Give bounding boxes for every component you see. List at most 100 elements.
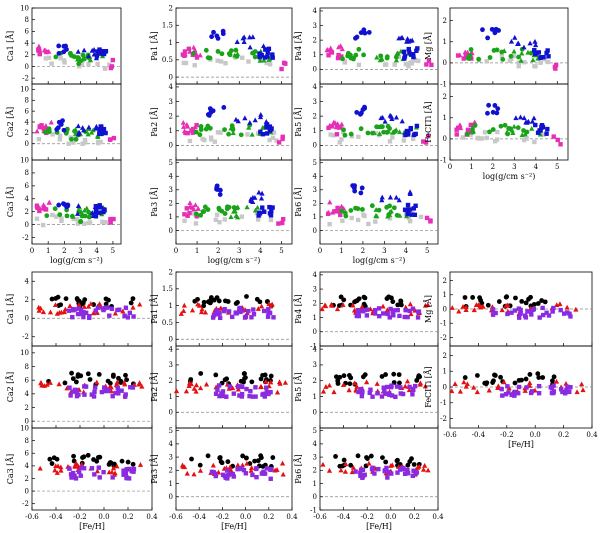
data-point xyxy=(386,469,391,475)
data-point xyxy=(90,127,96,133)
data-point xyxy=(203,47,209,53)
data-point xyxy=(349,215,354,221)
data-point xyxy=(131,314,136,319)
scatter-marks xyxy=(180,28,288,72)
data-point xyxy=(393,194,399,200)
data-point xyxy=(475,135,480,141)
data-point xyxy=(341,457,347,463)
data-point xyxy=(216,383,222,388)
data-point xyxy=(258,384,264,390)
data-point xyxy=(128,385,133,390)
data-point xyxy=(358,190,364,196)
x-tick-label: -0.2 xyxy=(360,513,374,521)
data-point xyxy=(342,210,348,216)
y-tick-label: 1 xyxy=(169,480,173,488)
data-point xyxy=(94,53,100,59)
x-tick-label: 2 xyxy=(361,247,365,255)
data-point xyxy=(75,211,81,216)
data-point xyxy=(509,127,515,133)
data-point xyxy=(350,183,356,189)
data-point xyxy=(274,389,281,395)
panel-t-ca1: -2 0 2 4 6 8 10 Ca1 [Å] xyxy=(6,4,122,85)
data-point xyxy=(532,63,537,69)
data-point xyxy=(279,460,286,466)
data-point xyxy=(267,124,273,129)
data-point xyxy=(462,295,468,300)
data-point xyxy=(206,113,212,118)
data-point xyxy=(257,210,262,215)
y-tick-label: 1 xyxy=(169,302,173,310)
panel-b-pa5: 0 1 2 3 4 Pa5 [Å] xyxy=(294,345,439,429)
data-point xyxy=(179,462,186,468)
scatter-marks xyxy=(180,105,285,145)
data-point xyxy=(122,394,128,399)
data-point xyxy=(192,202,199,208)
data-point xyxy=(527,380,533,386)
data-point xyxy=(395,470,400,475)
panel-frame xyxy=(319,7,439,85)
x-tick-label: -0.2 xyxy=(500,431,514,439)
data-point xyxy=(339,137,344,142)
data-point xyxy=(121,468,126,473)
data-point xyxy=(495,106,501,112)
data-point xyxy=(93,207,99,212)
data-point xyxy=(222,473,228,479)
data-point xyxy=(407,207,413,212)
data-point xyxy=(333,124,339,130)
data-point xyxy=(73,379,79,385)
data-point xyxy=(411,206,417,211)
panel-t-ca2: 0 2 4 6 8 10 Ca2 [Å] xyxy=(6,83,122,161)
data-point xyxy=(218,130,223,135)
data-point xyxy=(47,309,54,315)
data-point xyxy=(521,115,527,121)
x-tick-label: 3 xyxy=(237,247,241,255)
data-point xyxy=(393,127,399,132)
data-point xyxy=(73,476,79,481)
data-point xyxy=(350,464,357,470)
data-point xyxy=(387,139,393,144)
data-point xyxy=(130,296,136,302)
data-point xyxy=(224,376,230,382)
data-point xyxy=(359,386,364,392)
data-point xyxy=(397,380,402,386)
data-point xyxy=(422,462,428,468)
data-point xyxy=(103,130,108,136)
data-point xyxy=(105,305,110,310)
data-point xyxy=(97,127,102,132)
data-point xyxy=(116,388,121,393)
data-point xyxy=(515,125,521,131)
data-point xyxy=(198,212,204,218)
y-tick-label: 5 xyxy=(169,427,173,435)
data-point xyxy=(228,214,234,220)
data-point xyxy=(218,459,224,465)
data-point xyxy=(354,109,360,115)
data-point xyxy=(541,132,546,137)
data-point xyxy=(471,384,477,390)
y-tick-label: 8 xyxy=(25,97,29,105)
data-point xyxy=(381,385,386,390)
data-point xyxy=(328,132,333,137)
data-point xyxy=(424,215,430,221)
data-point xyxy=(283,61,288,66)
data-point xyxy=(541,54,546,60)
panel-frame xyxy=(31,7,122,85)
data-point xyxy=(58,56,63,61)
data-point xyxy=(391,205,397,211)
x-tick-label: -0.4 xyxy=(337,513,351,521)
data-point xyxy=(368,453,374,459)
data-point xyxy=(99,124,104,129)
data-point xyxy=(416,309,422,314)
data-point xyxy=(405,132,411,137)
data-point xyxy=(565,384,570,389)
data-point xyxy=(387,391,392,396)
data-point xyxy=(379,374,385,379)
data-point xyxy=(46,48,52,54)
data-point xyxy=(241,467,247,473)
data-point xyxy=(201,209,207,214)
data-point xyxy=(107,380,113,386)
data-point xyxy=(61,58,67,63)
data-point xyxy=(457,122,463,128)
data-point xyxy=(568,384,573,390)
data-point xyxy=(205,55,211,61)
data-point xyxy=(280,220,285,226)
